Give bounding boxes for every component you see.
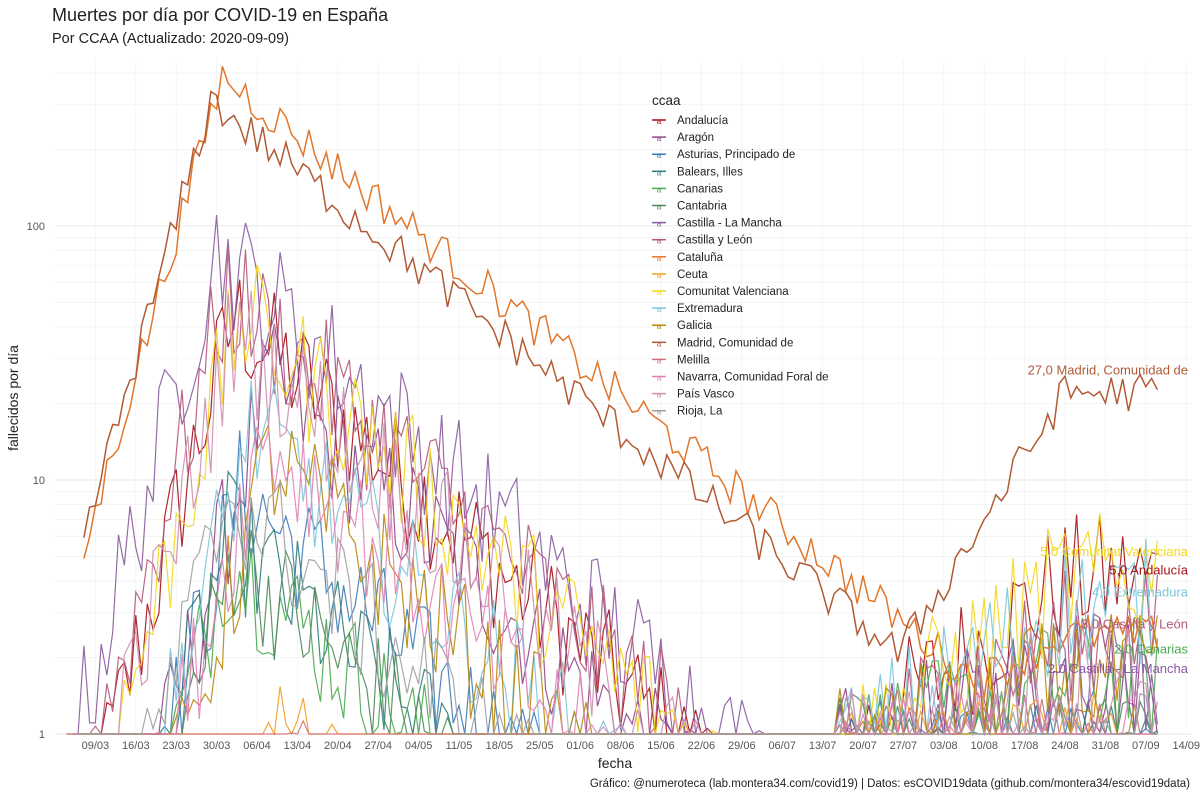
series-lines bbox=[66, 66, 1159, 737]
series-line bbox=[78, 480, 1158, 736]
end-label: 3,0 Castilla y León bbox=[1081, 616, 1188, 631]
chart-subtitle: Por CCAA (Actualizado: 2020-09-09) bbox=[52, 31, 289, 47]
legend-entry: Comunitat Valenciana bbox=[677, 286, 789, 298]
legend-entry: Asturias, Principado de bbox=[677, 149, 795, 161]
x-tick-label: 06/04 bbox=[243, 740, 271, 752]
x-tick-label: 14/09 bbox=[1172, 740, 1200, 752]
end-labels: 27,0 Madrid, Comunidad de 5,0 Comunitat V… bbox=[1028, 362, 1189, 676]
legend-swatch-glyph: a bbox=[657, 408, 662, 417]
legend-swatch-glyph: a bbox=[657, 356, 662, 365]
legend-entry: Cataluña bbox=[677, 252, 724, 264]
legend-title: ccaa bbox=[652, 93, 681, 108]
end-label: 4,0 Extremadura bbox=[1092, 585, 1189, 600]
end-label: 2,0 Castilla - La Mancha bbox=[1048, 661, 1189, 676]
end-label: 2,0 Canarias bbox=[1114, 642, 1188, 657]
chart-caption: Gráfico: @numeroteca (lab.montera34.com/… bbox=[589, 778, 1190, 790]
x-tick-label: 13/07 bbox=[809, 740, 837, 752]
legend-swatch-glyph: a bbox=[657, 254, 662, 263]
legend-swatch-glyph: a bbox=[657, 322, 662, 331]
x-tick-label: 22/06 bbox=[688, 740, 716, 752]
legend-swatch-glyph: a bbox=[657, 391, 662, 400]
x-tick-label: 08/06 bbox=[607, 740, 635, 752]
legend-entry: Madrid, Comunidad de bbox=[677, 337, 793, 349]
legend-entry: Andalucía bbox=[677, 115, 729, 127]
legend-entry: Navarra, Comunidad Foral de bbox=[677, 372, 829, 384]
x-tick-label: 24/08 bbox=[1051, 740, 1079, 752]
x-tick-label: 17/08 bbox=[1011, 740, 1039, 752]
x-tick-label: 27/07 bbox=[890, 740, 918, 752]
legend-swatch-glyph: a bbox=[657, 220, 662, 229]
x-tick-label: 13/04 bbox=[284, 740, 312, 752]
x-tick-label: 11/05 bbox=[446, 740, 473, 752]
x-tick-label: 27/04 bbox=[364, 740, 392, 752]
y-tick-label: 1 bbox=[39, 729, 45, 741]
legend-swatch-glyph: a bbox=[657, 117, 662, 126]
x-axis-title: fecha bbox=[598, 755, 632, 771]
series-line bbox=[66, 264, 1158, 736]
chart-title: Muertes por día por COVID-19 en España bbox=[52, 5, 389, 25]
legend-swatch-glyph: a bbox=[657, 288, 662, 297]
x-tick-label: 25/05 bbox=[526, 740, 554, 752]
legend-entry: Castilla y León bbox=[677, 235, 752, 247]
legend-entry: Castilla - La Mancha bbox=[677, 218, 782, 230]
legend-entry: Aragón bbox=[677, 132, 714, 144]
x-tick-label: 18/05 bbox=[486, 740, 514, 752]
legend-swatch-glyph: a bbox=[657, 151, 662, 160]
legend-entry: Cantabria bbox=[677, 201, 727, 213]
x-tick-label: 03/08 bbox=[930, 740, 958, 752]
y-axis: 1 10 100 bbox=[27, 221, 45, 741]
x-tick-label: 09/03 bbox=[82, 740, 110, 752]
x-tick-label: 07/09 bbox=[1132, 740, 1160, 752]
legend-swatch-glyph: a bbox=[657, 374, 662, 383]
legend-entry: Galicia bbox=[677, 320, 713, 332]
end-label: 5,0 Comunitat Valenciana bbox=[1040, 544, 1189, 559]
x-tick-label: 01/06 bbox=[566, 740, 594, 752]
legend-swatch-glyph: a bbox=[657, 185, 662, 194]
y-tick-label: 10 bbox=[33, 475, 45, 487]
series-line bbox=[72, 215, 1158, 735]
legend-swatch-glyph: a bbox=[657, 339, 662, 348]
x-tick-label: 30/03 bbox=[203, 740, 231, 752]
x-tick-label: 20/07 bbox=[849, 740, 877, 752]
legend-entry: Balears, Illes bbox=[677, 166, 743, 178]
legend-entry: Extremadura bbox=[677, 303, 743, 315]
legend-swatch-glyph: a bbox=[657, 237, 662, 246]
series-line bbox=[83, 90, 1159, 663]
legend-entry: Melilla bbox=[677, 354, 710, 366]
x-tick-label: 10/08 bbox=[970, 740, 998, 752]
legend-swatch-glyph: a bbox=[657, 134, 662, 143]
legend-swatch-glyph: a bbox=[657, 305, 662, 314]
legend-swatch-glyph: a bbox=[657, 203, 662, 212]
legend-swatch-glyph: a bbox=[657, 168, 662, 177]
legend-entry: Ceuta bbox=[677, 269, 708, 281]
x-tick-label: 15/06 bbox=[647, 740, 675, 752]
x-tick-label: 04/05 bbox=[405, 740, 433, 752]
y-axis-title: fallecidos por día bbox=[5, 345, 21, 451]
x-tick-label: 31/08 bbox=[1092, 740, 1120, 752]
x-tick-label: 23/03 bbox=[162, 740, 190, 752]
legend-entry: Canarias bbox=[677, 183, 723, 195]
legend-swatch-glyph: a bbox=[657, 271, 662, 280]
legend: ccaa a Andalucía a Aragón a Asturias, Principa… bbox=[652, 93, 829, 418]
x-tick-label: 29/06 bbox=[728, 740, 756, 752]
x-tick-label: 06/07 bbox=[768, 740, 796, 752]
legend-entry: Rioja, La bbox=[677, 406, 723, 418]
end-label: 27,0 Madrid, Comunidad de bbox=[1028, 362, 1188, 377]
y-tick-label: 100 bbox=[27, 221, 45, 233]
x-tick-label: 20/04 bbox=[324, 740, 352, 752]
x-axis: 09/03 16/03 23/03 30/03 06/04 13/04 20/04 27/04… bbox=[82, 740, 1200, 752]
end-label: 5,0 Andalucía bbox=[1109, 563, 1189, 578]
x-tick-label: 16/03 bbox=[122, 740, 150, 752]
legend-entry: País Vasco bbox=[677, 389, 734, 401]
